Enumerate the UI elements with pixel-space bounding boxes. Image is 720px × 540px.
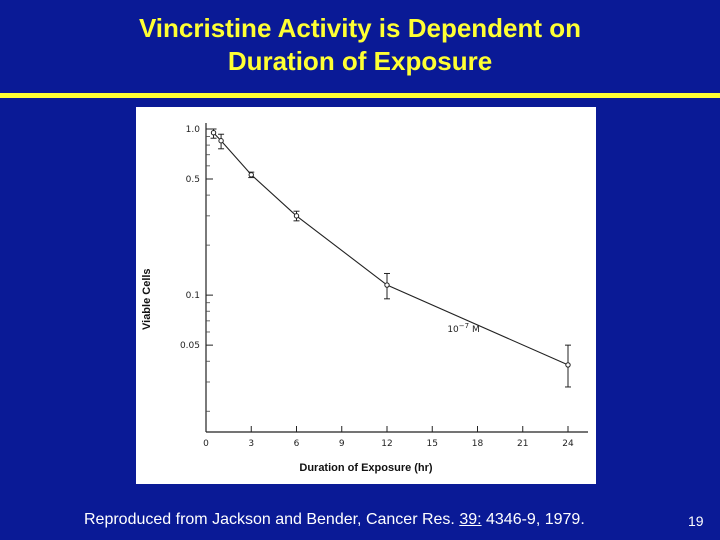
- x-tick-label: 3: [248, 439, 254, 449]
- x-tick-label: 6: [294, 439, 300, 449]
- page-number: 19: [688, 513, 704, 529]
- data-point: [565, 362, 571, 368]
- data-point: [248, 172, 254, 178]
- x-tick-label: 15: [427, 439, 438, 449]
- data-point: [293, 213, 300, 219]
- x-axis-label: Duration of Exposure (hr): [299, 462, 433, 474]
- citation-volume: 39:: [459, 511, 482, 528]
- concentration-annotation: 10−7 M: [447, 322, 479, 335]
- title-line-2: Duration of Exposure: [227, 46, 493, 76]
- title-line-1: Vincristine Activity is Dependent on: [138, 13, 582, 43]
- y-tick-label: 0.5: [186, 175, 200, 185]
- y-tick-label: 0.1: [186, 291, 200, 301]
- y-tick-label: 0.05: [180, 341, 200, 351]
- chart-panel: 0 3 6 9 12 15 18 21 24 1.0 0.5 0.1 0.05 10−7 M: [136, 107, 596, 484]
- x-tick-label: 9: [339, 439, 345, 449]
- x-tick-label: 24: [562, 439, 574, 449]
- slide-title: Vincristine Activity is Dependent on Dur…: [0, 12, 720, 78]
- data-point: [218, 138, 224, 144]
- x-tick-label: 18: [472, 439, 484, 449]
- x-tick-label: 12: [381, 439, 392, 449]
- x-tick-label: 0: [203, 439, 209, 449]
- citation-text: Reproduced from Jackson and Bender, Canc…: [84, 511, 460, 528]
- data-point: [210, 130, 217, 136]
- citation-pages: 4346-9, 1979.: [481, 511, 585, 528]
- title-rule: [0, 93, 720, 98]
- chart-svg: 0 3 6 9 12 15 18 21 24 1.0 0.5 0.1 0.05 10−7 M: [180, 123, 588, 449]
- data-point: [384, 282, 390, 288]
- y-tick-label: 1.0: [186, 125, 201, 135]
- citation: Reproduced from Jackson and Bender, Canc…: [84, 511, 585, 529]
- series-line: [213, 132, 569, 366]
- x-tick-label: 21: [517, 439, 528, 449]
- y-axis-label: Viable Cells: [141, 268, 153, 330]
